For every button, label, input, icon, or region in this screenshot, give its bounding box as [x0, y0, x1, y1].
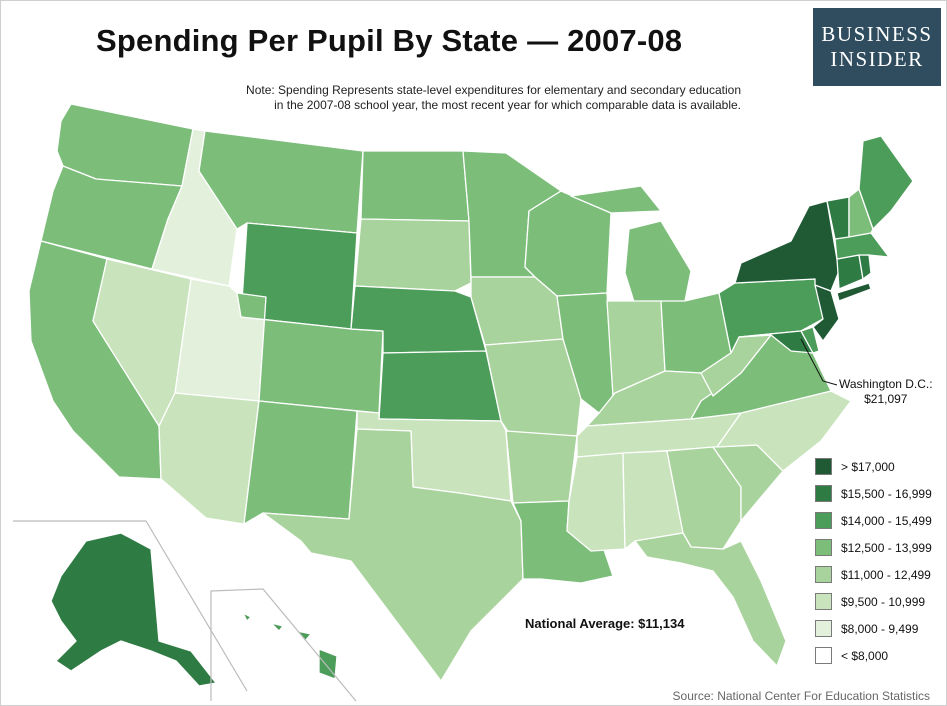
legend-label: $8,000 - 9,499: [841, 621, 919, 636]
state-arizona: [158, 392, 260, 525]
state-new-mexico: [243, 400, 358, 525]
legend-swatch: [815, 512, 832, 529]
legend-swatch: [815, 620, 832, 637]
dc-leader-line: [800, 338, 838, 386]
dc-callout-name: Washington D.C.:: [839, 377, 933, 391]
legend-item: $8,000 - 9,499: [815, 615, 932, 642]
legend-item: < $8,000: [815, 642, 932, 669]
note-text: Note: Spending Represents state-level ex…: [181, 83, 741, 113]
legend-swatch: [815, 485, 832, 502]
state-delaware: [800, 326, 820, 354]
state-arkansas: [505, 430, 578, 504]
state-new-hampshire: [848, 188, 874, 238]
state-new-york: [734, 200, 872, 302]
legend-item: > $17,000: [815, 453, 932, 480]
legend-item: $14,000 - 15,499: [815, 507, 932, 534]
legend-label: $15,500 - 16,999: [841, 486, 932, 501]
logo-line-1: BUSINESS: [821, 22, 933, 46]
state-connecticut: [836, 254, 864, 290]
state-north-dakota: [360, 150, 470, 222]
legend-item: $15,500 - 16,999: [815, 480, 932, 507]
legend-swatch: [815, 539, 832, 556]
legend-item: $11,000 - 12,499: [815, 561, 932, 588]
legend-item: $12,500 - 13,999: [815, 534, 932, 561]
state-florida: [634, 532, 787, 667]
legend-swatch: [815, 566, 832, 583]
state-maine: [858, 135, 914, 230]
note-line-1: Note: Spending Represents state-level ex…: [246, 83, 741, 97]
state-mississippi: [566, 452, 626, 552]
alaska-inset-frame: [13, 520, 248, 692]
dc-callout-value: $21,097: [864, 392, 908, 406]
source-credit: Source: National Center For Education St…: [672, 689, 930, 703]
dc-callout: Washington D.C.: $21,097: [839, 377, 933, 407]
state-alaska: [50, 532, 217, 687]
national-average: National Average: $11,134: [525, 616, 685, 631]
legend: > $17,000 $15,500 - 16,999 $14,000 - 15,…: [815, 453, 932, 669]
legend-label: $14,000 - 15,499: [841, 513, 932, 528]
note-line-2: in the 2007-08 school year, the most rec…: [274, 98, 741, 112]
legend-swatch: [815, 458, 832, 475]
state-maryland: [738, 330, 814, 354]
page-title: Spending Per Pupil By State — 2007-08: [96, 23, 683, 58]
state-texas: [262, 428, 524, 682]
legend-swatch: [815, 593, 832, 610]
legend-label: < $8,000: [841, 648, 889, 663]
state-kansas: [378, 350, 502, 422]
legend-label: $12,500 - 13,999: [841, 540, 932, 555]
legend-label: > $17,000: [841, 459, 895, 474]
state-south-dakota: [354, 218, 472, 292]
legend-swatch: [815, 647, 832, 664]
legend-item: $9,500 - 10,999: [815, 588, 932, 615]
legend-label: $11,000 - 12,499: [841, 567, 931, 582]
hawaii-inset-frame: [210, 588, 357, 702]
state-hawaii: [242, 612, 338, 680]
business-insider-logo: BUSINESS INSIDER: [813, 8, 941, 86]
legend-label: $9,500 - 10,999: [841, 594, 926, 609]
logo-line-2: INSIDER: [830, 47, 924, 71]
